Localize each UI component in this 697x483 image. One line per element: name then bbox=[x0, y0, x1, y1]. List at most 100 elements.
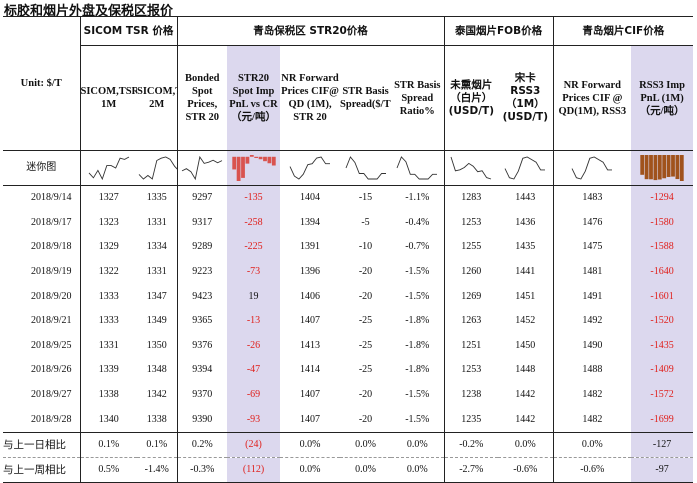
table-row: 2018/9/28 1340 1338 9390 -93 1407 -20 -1.5% 1235… bbox=[3, 407, 694, 433]
table-cell: 1342 bbox=[146, 389, 167, 401]
table-cell: 1260 bbox=[443, 259, 499, 285]
table-cell: 0.2% bbox=[176, 432, 228, 458]
sparkline-cell bbox=[498, 151, 553, 186]
table-cell: 1338 bbox=[146, 413, 167, 425]
table-cell: -1.8% bbox=[405, 315, 430, 327]
sparkline-bar bbox=[253, 156, 258, 159]
sparkline-line bbox=[289, 156, 331, 180]
table-cell: 1443 bbox=[515, 192, 536, 204]
sparkline-cell bbox=[340, 151, 391, 186]
sparkline-chart bbox=[88, 156, 129, 181]
summary-label: 与上一日相比 bbox=[3, 438, 66, 451]
col-header: NR Forward Prices CIF@ QD (1M), STR 20 bbox=[281, 73, 339, 123]
table-cell: -1409 bbox=[631, 358, 694, 383]
table-cell: 1452 bbox=[515, 315, 536, 327]
table-cell: -1520 bbox=[631, 308, 694, 334]
table-cell: 0.1% bbox=[79, 432, 137, 458]
table-cell: 1331 bbox=[146, 216, 167, 228]
col-header: Bonded Spot Prices, STR 20 bbox=[176, 45, 228, 151]
table-cell: -47 bbox=[227, 358, 281, 383]
table-cell: 1481 bbox=[552, 259, 632, 285]
sparkline-bar bbox=[653, 155, 658, 181]
table-cell: 1396 bbox=[300, 266, 321, 278]
table-cell: 1235 bbox=[443, 407, 499, 433]
table-cell: 1482 bbox=[552, 382, 632, 408]
table-cell: 1475 bbox=[552, 235, 632, 260]
table-cell: -5 bbox=[361, 216, 370, 228]
table-cell: 1482 bbox=[552, 407, 632, 433]
table-cell: 1490 bbox=[552, 333, 632, 359]
table-cell: 1492 bbox=[552, 308, 632, 334]
table-cell: -26 bbox=[227, 333, 281, 359]
sparkline-line bbox=[88, 156, 129, 181]
row-date: 2018/9/17 bbox=[30, 216, 72, 228]
table-cell: -1.1% bbox=[405, 192, 430, 204]
col-header: RSS3 Imp PnL (1M)（元/吨） bbox=[631, 45, 694, 151]
table-cell: 9423 bbox=[176, 284, 228, 309]
table-cell: 9365 bbox=[176, 308, 228, 334]
table-cell: -258 bbox=[227, 210, 281, 236]
table-cell: 1435 bbox=[515, 241, 536, 253]
table-cell: 1451 bbox=[515, 290, 536, 302]
table-cell: -1.5% bbox=[405, 389, 430, 401]
row-date: 2018/9/27 bbox=[30, 389, 72, 401]
table-cell: 1323 bbox=[79, 210, 137, 236]
table-row: 2018/9/14 1327 1335 9297 -135 1404 -15 -1.1% 128… bbox=[3, 185, 694, 211]
sparkline-chart bbox=[345, 156, 386, 180]
sparkline-chart bbox=[138, 156, 178, 180]
sparkline-cell bbox=[552, 150, 632, 186]
table-cell: -1.5% bbox=[405, 290, 430, 302]
table-cell: -1294 bbox=[631, 185, 694, 211]
table-cell: 1335 bbox=[146, 192, 167, 204]
table-cell: 1333 bbox=[79, 284, 137, 309]
sparkline-bar bbox=[679, 155, 684, 181]
table-cell: -1699 bbox=[631, 407, 694, 433]
sparkline-line bbox=[571, 156, 613, 180]
sparkline-cell bbox=[137, 151, 178, 186]
table-cell: 0.1% bbox=[146, 438, 168, 450]
sparkline-bar bbox=[649, 155, 653, 180]
table-cell: 0.0% bbox=[355, 463, 376, 475]
table-cell: 1255 bbox=[443, 235, 499, 260]
table-cell: 9317 bbox=[176, 210, 228, 236]
table-cell: 1263 bbox=[443, 308, 499, 334]
table-cell: -0.6% bbox=[552, 457, 632, 483]
table-cell: 0.0% bbox=[355, 438, 376, 450]
table-cell: 1442 bbox=[515, 413, 536, 425]
summary-row: 与上一周相比 0.5% -1.4% -0.3% (112) 0.0% 0.0% 0.0% -2.… bbox=[3, 457, 694, 483]
group-thai-fob: 泰国烟片FOB价格 bbox=[443, 16, 554, 46]
table-cell: 1448 bbox=[515, 364, 536, 376]
sparkline-chart bbox=[396, 156, 438, 180]
table-row: 2018/9/21 1333 1349 9365 -13 1407 -25 -1.8% 1263… bbox=[3, 308, 694, 334]
sparkline-cell bbox=[79, 150, 137, 186]
table-row: 2018/9/25 1331 1350 9376 -26 1413 -25 -1.8% 1251… bbox=[3, 333, 694, 359]
sparkline-cell bbox=[176, 150, 228, 186]
sparkline-cell bbox=[227, 150, 281, 186]
sparkline-label: 迷你图 bbox=[26, 162, 57, 173]
sparkline-bar bbox=[267, 156, 271, 164]
table-cell: 0.0% bbox=[406, 463, 428, 475]
table-cell: 9370 bbox=[176, 382, 228, 408]
sparkline-cell bbox=[631, 150, 694, 186]
table-cell: 1269 bbox=[443, 284, 499, 309]
col-header: 未熏烟片（白片）(USD/T) bbox=[443, 45, 499, 151]
table-cell: 9297 bbox=[176, 185, 228, 211]
col-header: STR20 Spot Imp PnL vs CR（元/吨） bbox=[227, 45, 281, 151]
table-cell: 1436 bbox=[515, 216, 536, 228]
table-cell: 1338 bbox=[79, 382, 137, 408]
table-cell: 1334 bbox=[146, 241, 167, 253]
table-cell: 1413 bbox=[300, 339, 321, 351]
summary-row: 与上一日相比 0.1% 0.1% 0.2% (24) 0.0% 0.0% 0.0% -0.2% 0… bbox=[3, 432, 694, 458]
table-cell: -1640 bbox=[631, 259, 694, 285]
sparkline-bar bbox=[675, 155, 680, 180]
sparkline-line bbox=[396, 156, 438, 180]
table-row: 2018/9/20 1333 1347 9423 19 1406 -20 -1.5% 1269 1… bbox=[3, 284, 694, 309]
sparkline-bar bbox=[231, 156, 236, 170]
table-cell: 1414 bbox=[300, 364, 321, 376]
table-row: 2018/9/18 1329 1334 9289 -225 1391 -10 -0.7% 125… bbox=[3, 235, 694, 260]
table-cell: 9223 bbox=[176, 259, 228, 285]
table-cell: -1.5% bbox=[405, 266, 430, 278]
table-cell: 1331 bbox=[146, 266, 167, 278]
sparkline-bar bbox=[657, 155, 662, 180]
table-cell: -0.7% bbox=[405, 241, 430, 253]
